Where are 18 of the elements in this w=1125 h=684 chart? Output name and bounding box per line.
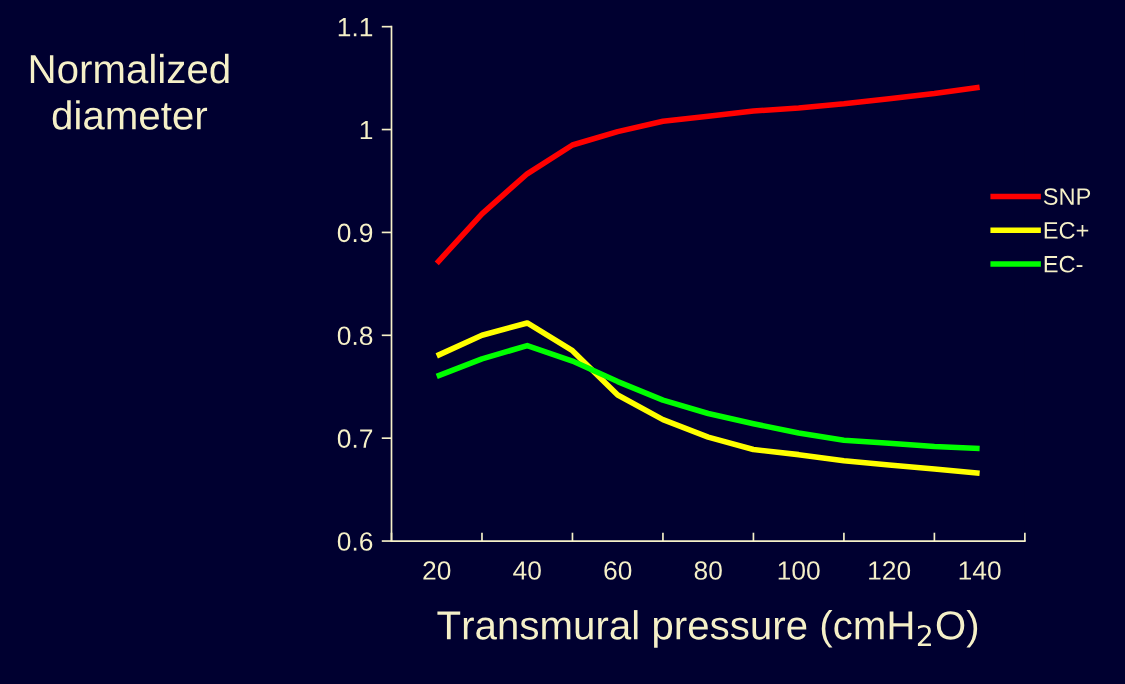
x-tick-label: 20 xyxy=(423,561,451,580)
y-axis-title: Normalized diameter xyxy=(30,53,229,130)
x-tick-label: 60 xyxy=(604,561,632,580)
legend-label: EC- xyxy=(1044,255,1083,273)
x-tick-label: 40 xyxy=(513,561,541,580)
y-tick-label: 0.8 xyxy=(337,326,373,346)
y-tick-label: 0.7 xyxy=(337,429,373,448)
legend-label: EC+ xyxy=(1044,222,1089,239)
x-tick-label: 80 xyxy=(694,561,722,580)
x-tick-label: 140 xyxy=(959,561,1001,580)
x-axis-title: Transmural pressure (cmH$_{2}$O) xyxy=(437,610,978,648)
y-tick-label: 0.9 xyxy=(337,223,373,243)
y-tick-label: 0.6 xyxy=(337,532,373,551)
x-tick-label: 120 xyxy=(869,561,911,580)
y-tick-label: 1.1 xyxy=(338,18,373,37)
legend-label: SNP xyxy=(1043,188,1091,205)
y-tick-label: 1 xyxy=(360,120,373,140)
x-tick-label: 100 xyxy=(778,561,820,580)
